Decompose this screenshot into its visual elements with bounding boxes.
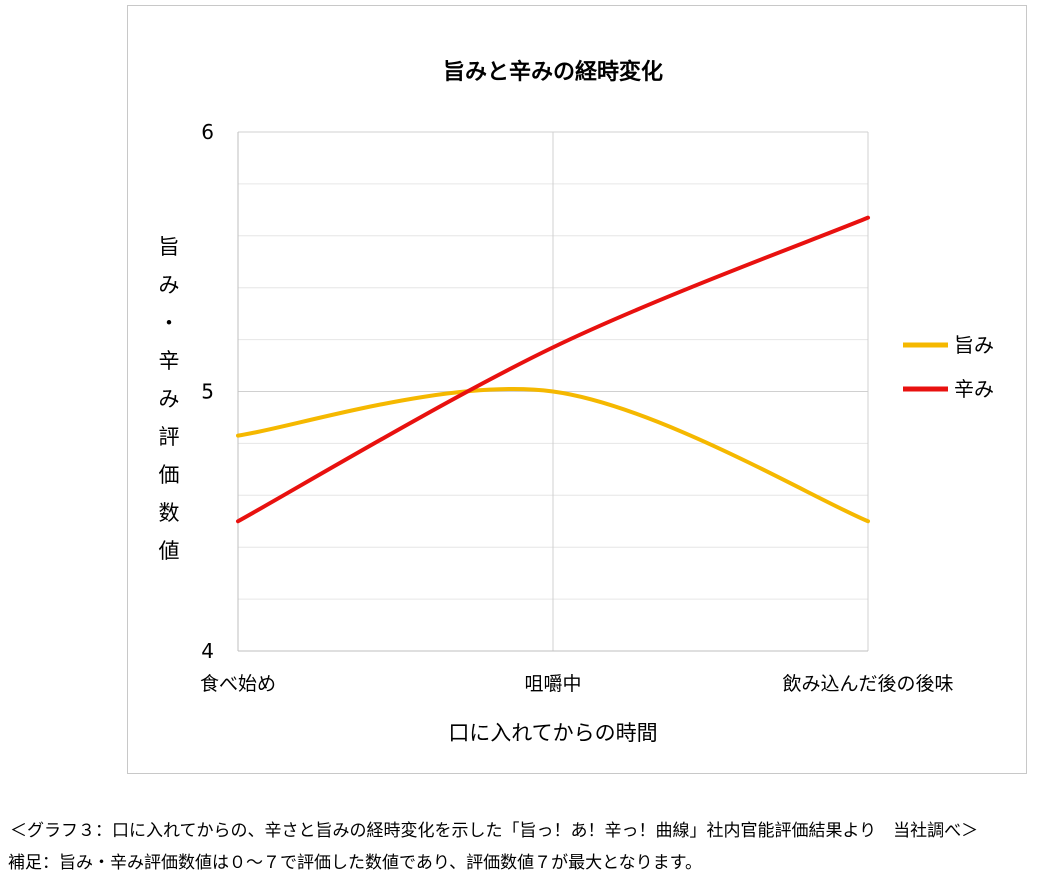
legend-label: 旨み bbox=[954, 333, 994, 357]
series-line-1 bbox=[236, 387, 870, 524]
x-tick-label: 飲み込んだ後の後味 bbox=[782, 673, 953, 695]
chart-title: 旨みと辛みの経時変化 bbox=[443, 59, 663, 85]
x-tick-label: 咀嚼中 bbox=[524, 673, 581, 695]
y-tick-label: 5 bbox=[201, 380, 214, 404]
x-tick-label: 食べ始め bbox=[200, 673, 276, 695]
figure-note: 補足：旨み・辛み評価数値は０～７で評価した数値であり、評価数値７が最大となります… bbox=[8, 853, 702, 873]
x-axis-title: 口に入れてからの時間 bbox=[448, 721, 657, 745]
y-tick-label: 6 bbox=[201, 120, 214, 144]
series-line-2 bbox=[236, 215, 870, 524]
y-tick-label: 4 bbox=[201, 639, 214, 663]
legend-label: 辛み bbox=[954, 377, 994, 401]
figure-caption: ＜グラフ３：口に入れてからの、辛さと旨みの経時変化を示した「旨っ！あ！辛っ！曲線… bbox=[10, 821, 979, 841]
chart-area: 4 5 6 食べ始め 咀嚼中 飲み込んだ後の後味 旨みと辛みの経時変化 口に入れてからの時間 旨… bbox=[127, 5, 1027, 774]
y-axis-title: 旨み・辛み評価数値 bbox=[159, 235, 180, 563]
